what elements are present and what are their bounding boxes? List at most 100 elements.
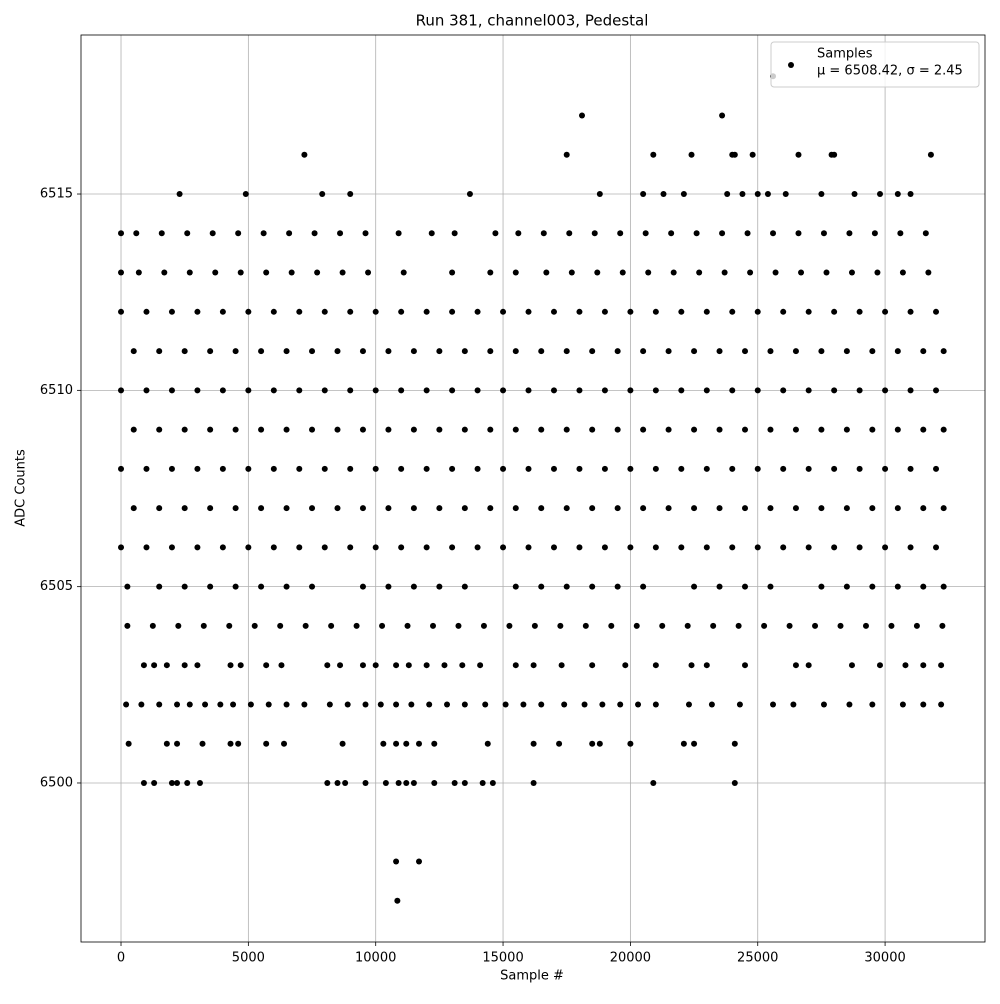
data-point [754, 191, 761, 198]
data-point [729, 544, 736, 551]
data-point [423, 465, 430, 472]
data-point [525, 544, 532, 551]
data-point [907, 544, 914, 551]
data-point [805, 465, 812, 472]
data-point [703, 465, 710, 472]
data-point [156, 583, 163, 590]
data-point [596, 191, 603, 198]
data-point [805, 544, 812, 551]
data-point [614, 348, 621, 355]
data-point [283, 505, 290, 512]
data-point [451, 779, 458, 786]
data-point [691, 583, 698, 590]
data-point [372, 544, 379, 551]
data-point [410, 348, 417, 355]
data-point [226, 622, 233, 629]
data-point [451, 230, 458, 237]
data-point [831, 308, 838, 315]
data-point [938, 662, 945, 669]
data-point [869, 505, 876, 512]
data-point [175, 622, 182, 629]
data-point [869, 348, 876, 355]
data-point [237, 662, 244, 669]
data-point [174, 740, 181, 747]
data-point [395, 230, 402, 237]
data-point [688, 662, 695, 669]
data-point [512, 505, 519, 512]
data-point [831, 151, 838, 158]
data-point [487, 348, 494, 355]
data-point [359, 426, 366, 433]
data-point [764, 191, 771, 198]
tick-layer: 0 5000 10000 15000 20000 25000 30000 6500 6505 65… [40, 187, 906, 966]
data-point [207, 583, 214, 590]
data-point [377, 701, 384, 708]
data-point [940, 505, 947, 512]
data-point [767, 426, 774, 433]
data-point [744, 230, 751, 237]
data-point [278, 662, 285, 669]
data-point [731, 151, 738, 158]
data-point [502, 701, 509, 708]
data-point [617, 701, 624, 708]
data-point [232, 583, 239, 590]
data-point [184, 779, 191, 786]
data-point [729, 465, 736, 472]
data-point [767, 505, 774, 512]
data-point [130, 348, 137, 355]
data-point [449, 269, 456, 276]
data-point [321, 544, 328, 551]
data-point [431, 779, 438, 786]
data-point [512, 583, 519, 590]
data-point [933, 465, 940, 472]
data-point [283, 583, 290, 590]
data-point [321, 308, 328, 315]
data-point [678, 387, 685, 394]
x-tick-label: 20000 [610, 951, 651, 966]
data-point [385, 583, 392, 590]
data-point [156, 701, 163, 708]
data-point [444, 701, 451, 708]
data-point [130, 426, 137, 433]
data-point [181, 426, 188, 433]
data-point [359, 583, 366, 590]
x-tick-label: 10000 [355, 951, 396, 966]
data-point [140, 662, 147, 669]
data-point [428, 230, 435, 237]
data-point [939, 622, 946, 629]
data-point [461, 426, 468, 433]
data-point [194, 387, 201, 394]
data-point [716, 583, 723, 590]
data-point [482, 701, 489, 708]
data-point [403, 740, 410, 747]
data-point [232, 505, 239, 512]
data-point [772, 269, 779, 276]
data-point [818, 505, 825, 512]
data-point [735, 622, 742, 629]
data-point [761, 622, 768, 629]
data-point [601, 465, 608, 472]
data-point [899, 269, 906, 276]
data-point [742, 426, 749, 433]
data-point [176, 191, 183, 198]
data-point [385, 426, 392, 433]
data-point [181, 505, 188, 512]
data-point [140, 779, 147, 786]
data-point [665, 426, 672, 433]
data-point [487, 426, 494, 433]
data-point [362, 701, 369, 708]
data-point [848, 662, 855, 669]
data-point [398, 465, 405, 472]
data-point [680, 740, 687, 747]
data-point [652, 387, 659, 394]
data-point [492, 230, 499, 237]
data-point [938, 701, 945, 708]
data-point [353, 622, 360, 629]
data-point [899, 701, 906, 708]
data-point [678, 544, 685, 551]
data-point [403, 779, 410, 786]
data-point [627, 465, 634, 472]
data-point [309, 505, 316, 512]
